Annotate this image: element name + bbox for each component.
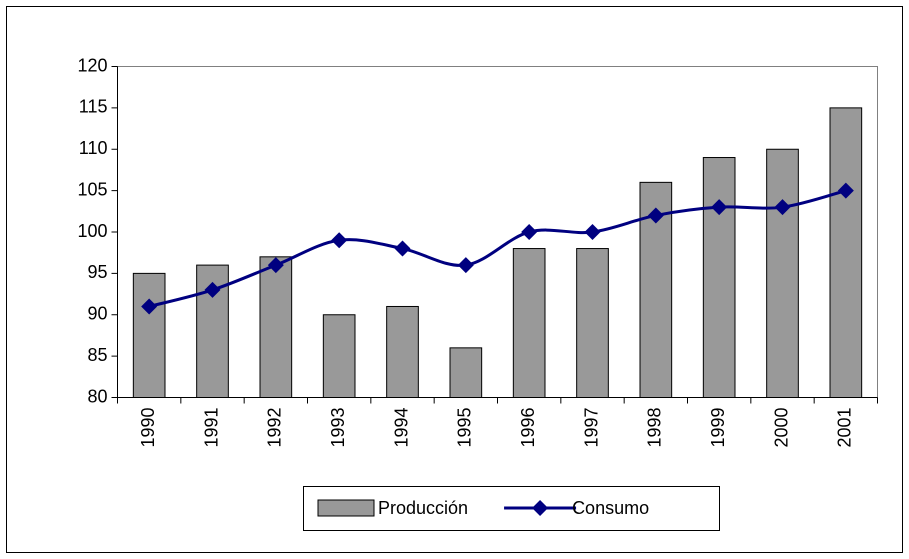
y-tick-label: 100: [77, 221, 107, 241]
legend: Producción Consumo: [303, 486, 720, 531]
bar: [259, 256, 293, 399]
marker: [647, 207, 664, 224]
x-tick-label: 1995: [455, 408, 475, 448]
legend-swatch: [317, 499, 375, 517]
marker: [204, 281, 221, 298]
marker: [711, 199, 728, 216]
bar: [132, 272, 166, 398]
y-tick-label: 95: [87, 262, 107, 282]
bar: [766, 148, 799, 398]
legend-marker: [532, 500, 549, 516]
x-tick-label: 1997: [581, 408, 601, 448]
bar: [576, 248, 609, 398]
bar: [322, 314, 356, 398]
bar: [512, 248, 546, 398]
x-tick-label: 1991: [201, 408, 221, 448]
y-tick-label: 90: [87, 304, 107, 324]
x-tick-label: 1998: [645, 408, 665, 448]
x-tick-label: 1992: [265, 408, 285, 448]
y-tick-label: 110: [79, 138, 108, 158]
marker: [457, 257, 474, 274]
legend-label: Consumo: [572, 498, 649, 518]
x-tick-label: 1990: [138, 408, 158, 448]
bar: [829, 107, 863, 398]
marker: [584, 224, 601, 240]
x-tick-label: 1996: [518, 408, 538, 448]
marker: [774, 199, 791, 216]
bar: [702, 157, 736, 398]
marker: [521, 224, 538, 240]
marker: [267, 257, 284, 274]
y-tick-label: 105: [77, 179, 107, 199]
x-tick-label: 1999: [708, 408, 728, 448]
x-tick-label: 2000: [771, 408, 791, 448]
y-tick-label: 85: [87, 345, 107, 365]
plot-area: [117, 66, 878, 398]
bar: [386, 305, 419, 399]
x-tick-label: 1994: [391, 408, 411, 448]
y-tick-label: 80: [87, 386, 107, 406]
x-tick-label: 2001: [835, 408, 855, 448]
bar: [449, 347, 483, 399]
x-tick-label: 1993: [328, 408, 348, 448]
marker: [331, 232, 348, 249]
y-tick-label: 115: [79, 97, 108, 117]
marker: [837, 182, 854, 199]
y-tick-label: 120: [77, 55, 107, 75]
marker: [141, 298, 158, 315]
marker: [394, 240, 411, 257]
legend-label: Producción: [378, 498, 468, 518]
